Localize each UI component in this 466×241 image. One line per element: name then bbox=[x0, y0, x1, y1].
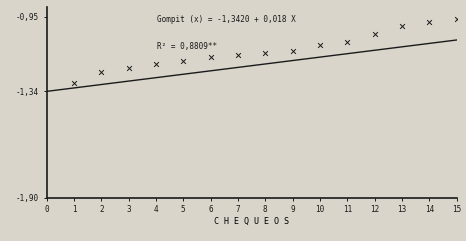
Point bbox=[371, 32, 378, 36]
Text: R² = 0,8809**: R² = 0,8809** bbox=[158, 41, 218, 51]
Text: Gompit (x) = -1,3420 + 0,018 X: Gompit (x) = -1,3420 + 0,018 X bbox=[158, 15, 296, 24]
Point bbox=[453, 17, 460, 20]
X-axis label: C H E Q U E O S: C H E Q U E O S bbox=[214, 217, 289, 226]
Point bbox=[97, 70, 105, 74]
Point bbox=[261, 51, 269, 55]
Point bbox=[234, 53, 242, 57]
Point bbox=[343, 40, 351, 43]
Point bbox=[207, 55, 214, 59]
Point bbox=[125, 66, 132, 70]
Point bbox=[425, 20, 433, 24]
Point bbox=[179, 59, 187, 62]
Point bbox=[398, 24, 406, 28]
Point bbox=[316, 43, 324, 47]
Point bbox=[289, 49, 296, 53]
Point bbox=[70, 81, 78, 85]
Point bbox=[152, 62, 160, 66]
